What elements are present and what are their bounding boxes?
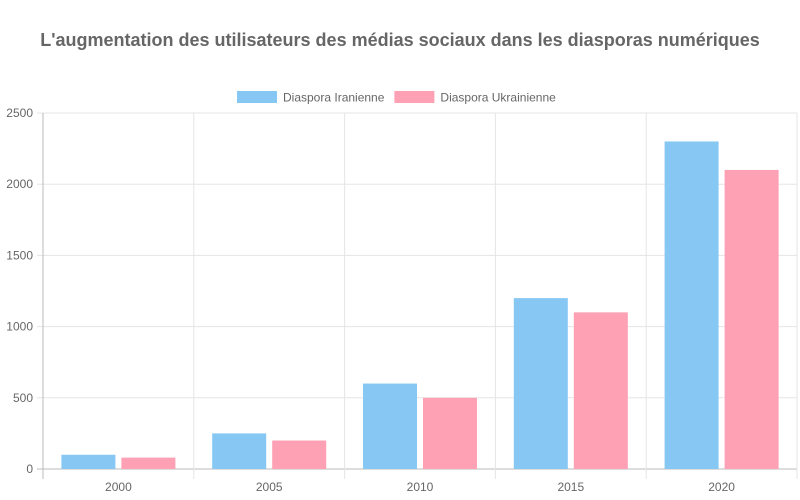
legend-swatch <box>237 91 277 103</box>
legend-swatch <box>394 91 435 103</box>
legend-label: Diaspora Iranienne <box>283 91 385 105</box>
x-tick-label: 2000 <box>105 480 132 494</box>
y-tick-label: 2000 <box>6 177 33 191</box>
x-tick-label: 2020 <box>708 480 735 494</box>
legend-label: Diaspora Ukrainienne <box>440 91 556 105</box>
bar-ukrainienne-2010 <box>423 397 477 469</box>
y-tick-label: 0 <box>26 462 33 476</box>
y-tick-label: 1500 <box>6 248 33 262</box>
bar-iranienne-2020 <box>664 141 719 470</box>
bar-ukrainienne-2000 <box>121 457 176 469</box>
x-tick-label: 2010 <box>407 480 434 494</box>
x-tick-label: 2005 <box>256 480 283 494</box>
x-tick-label: 2015 <box>557 480 584 494</box>
bar-ukrainienne-2015 <box>573 312 628 469</box>
y-tick-label: 2500 <box>6 106 33 120</box>
bar-iranienne-2005 <box>212 433 267 469</box>
bar-iranienne-2015 <box>513 298 568 469</box>
y-tick-label: 1000 <box>6 320 33 334</box>
chart-title: L'augmentation des utilisateurs des médi… <box>40 30 760 50</box>
bar-iranienne-2010 <box>363 383 417 469</box>
bar-ukrainienne-2020 <box>724 169 779 469</box>
y-tick-label: 500 <box>13 391 33 405</box>
bar-iranienne-2000 <box>61 454 116 469</box>
bar-ukrainienne-2005 <box>272 440 327 469</box>
